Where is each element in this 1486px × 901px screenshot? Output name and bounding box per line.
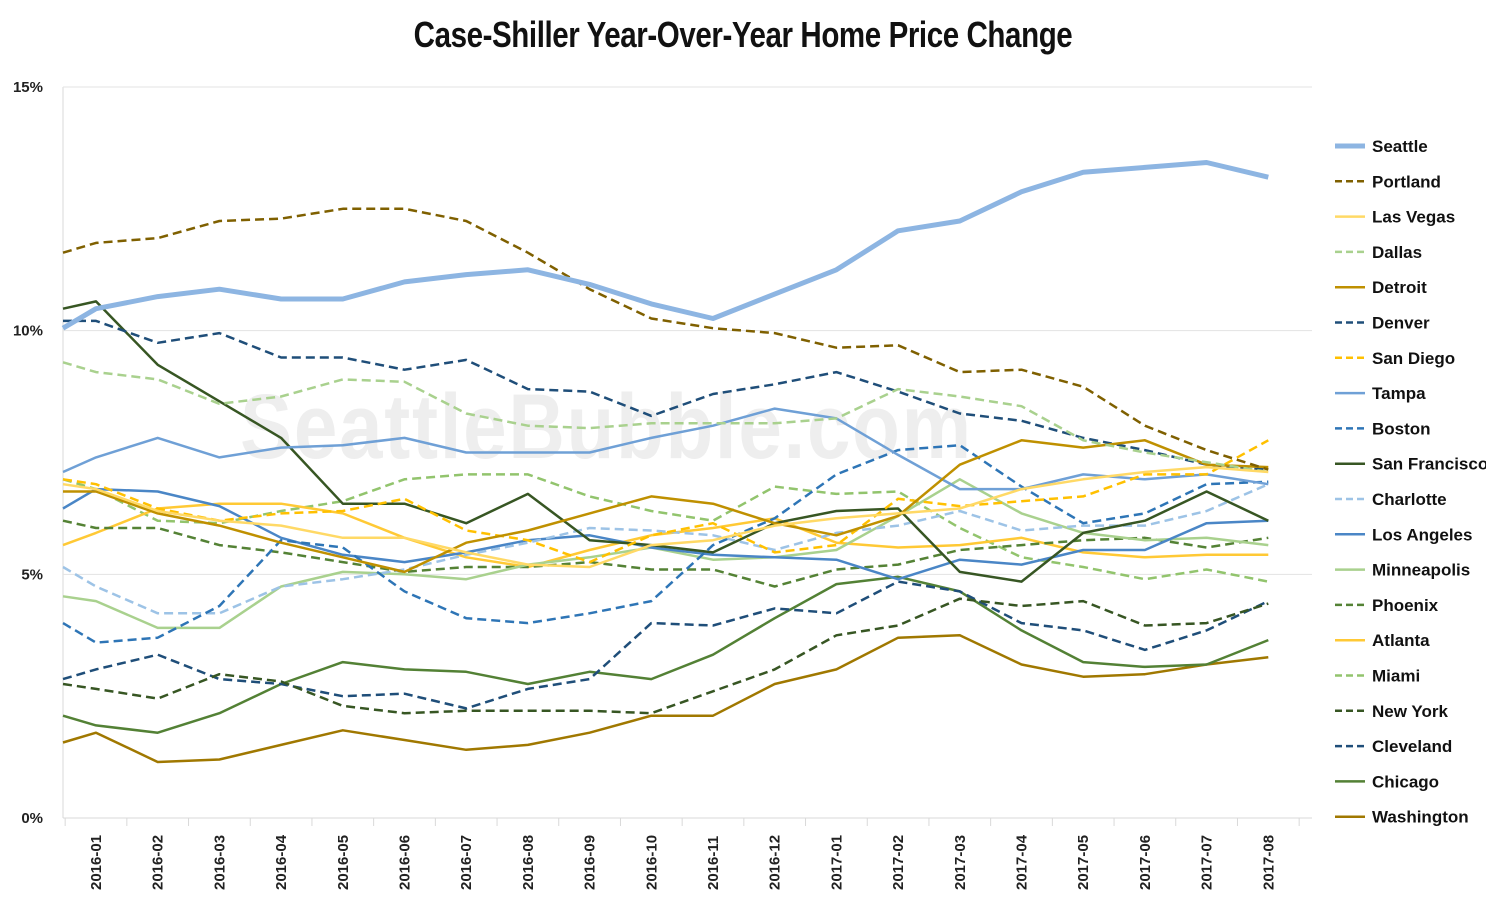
series-line-los-angeles	[62, 487, 1269, 581]
legend-label: Washington	[1372, 808, 1469, 827]
legend-label: San Diego	[1372, 349, 1455, 368]
series-line-boston	[62, 443, 1269, 644]
x-tick-label: 2016-10	[643, 835, 660, 890]
series-line-denver	[63, 319, 1269, 471]
series-line-chicago	[62, 575, 1269, 734]
x-tick-label: 2017-06	[1137, 835, 1154, 890]
y-tick-label: 0%	[21, 810, 43, 827]
legend-label: Detroit	[1372, 278, 1427, 297]
series-line-washington	[62, 634, 1269, 764]
legend-label: Minneapolis	[1372, 561, 1470, 580]
y-tick-label: 15%	[13, 79, 43, 96]
x-tick-label: 2017-05	[1075, 835, 1092, 890]
x-tick-label: 2017-07	[1199, 835, 1216, 890]
series-line-portland	[62, 207, 1269, 471]
x-tick-label: 2016-04	[273, 834, 290, 890]
x-tick-label: 2017-03	[952, 835, 969, 890]
chart-title: Case-Shiller Year-Over-Year Home Price C…	[413, 14, 1073, 55]
y-axis: 0% 5% 10% 15%	[13, 79, 43, 827]
series-line-phoenix	[62, 519, 1269, 588]
x-tick-label: 2017-08	[1260, 835, 1277, 890]
x-tick-label: 2016-03	[211, 835, 228, 890]
series-line-cleveland	[62, 580, 1269, 710]
x-tick-label: 2016-12	[767, 835, 784, 890]
x-tick-label: 2016-02	[150, 835, 167, 890]
x-tick-label: 2016-05	[335, 835, 352, 890]
x-tick-label: 2016-08	[520, 835, 537, 890]
x-tick-label: 2016-09	[582, 835, 599, 890]
series-line-seattle	[61, 160, 1269, 331]
series-line-new-york	[62, 597, 1269, 715]
legend-label: Chicago	[1372, 772, 1439, 791]
series-line-dallas	[62, 361, 1269, 474]
series-line-las-vegas	[62, 465, 1269, 569]
legend-label: Phoenix	[1372, 596, 1439, 615]
x-axis: 2016-01 2016-02 2016-03 2016-04 2016-05 2016-…	[88, 834, 1277, 890]
x-tick-label: 2016-07	[458, 835, 475, 890]
x-tick-label: 2017-04	[1014, 834, 1031, 890]
y-tick-label: 10%	[13, 323, 43, 340]
x-tick-label: 2016-06	[397, 835, 414, 890]
x-tick-label: 2016-11	[705, 836, 722, 890]
series-line-san-diego	[62, 439, 1269, 564]
legend-label: San Francisco	[1372, 455, 1486, 474]
legend: Seattle Portland Las Vegas Dallas Detroit Den…	[1335, 137, 1486, 827]
series-line-tampa	[62, 407, 1269, 491]
legend-label: New York	[1372, 702, 1448, 721]
legend-label: Charlotte	[1372, 490, 1447, 509]
legend-label: Los Angeles	[1372, 525, 1472, 544]
legend-label: Tampa	[1372, 384, 1426, 403]
legend-label: Denver	[1372, 314, 1430, 333]
legend-label: Atlanta	[1372, 631, 1430, 650]
series-line-detroit	[63, 439, 1269, 574]
legend-label: Las Vegas	[1372, 208, 1455, 227]
y-tick-label: 5%	[21, 566, 43, 583]
grid-lines	[62, 86, 1312, 826]
legend-label: Miami	[1372, 667, 1420, 686]
series-line-miami	[62, 473, 1269, 583]
x-tick-label: 2017-02	[890, 835, 907, 890]
legend-label: Boston	[1372, 419, 1431, 438]
legend-label: Seattle	[1372, 137, 1428, 156]
x-tick-label: 2016-01	[88, 835, 105, 890]
x-tick-label: 2017-01	[828, 835, 845, 890]
series-line-atlanta	[62, 502, 1269, 569]
legend-label: Dallas	[1372, 243, 1422, 262]
legend-label: Portland	[1372, 172, 1441, 191]
legend-label: Cleveland	[1372, 737, 1452, 756]
series-line-charlotte	[62, 483, 1269, 615]
series-lines	[61, 160, 1269, 764]
